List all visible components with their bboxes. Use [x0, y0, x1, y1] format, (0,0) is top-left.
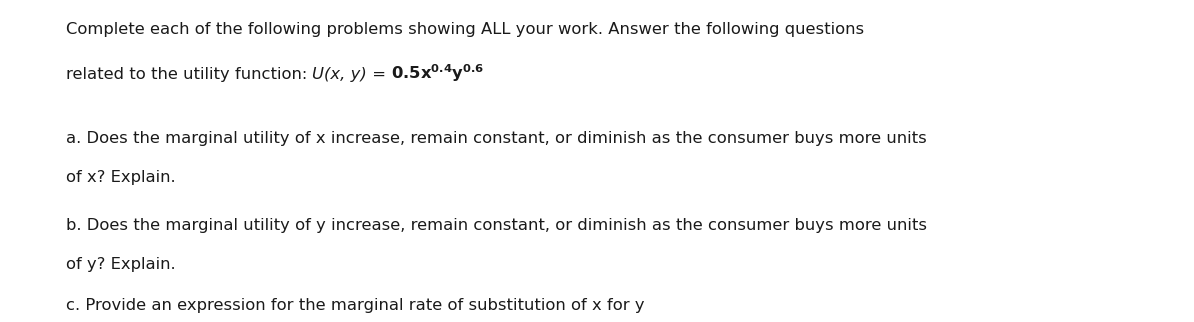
Text: $\mathbf{0.5x^{0.4}y^{0.6}}$: $\mathbf{0.5x^{0.4}y^{0.6}}$ [392, 62, 485, 84]
Text: U(x, y): U(x, y) [312, 67, 367, 82]
Text: of y? Explain.: of y? Explain. [66, 257, 176, 272]
Text: b. Does the marginal utility of y increase, remain constant, or diminish as the : b. Does the marginal utility of y increa… [66, 218, 927, 233]
Text: a. Does the marginal utility of x increase, remain constant, or diminish as the : a. Does the marginal utility of x increa… [66, 131, 927, 146]
Text: of x? Explain.: of x? Explain. [66, 170, 176, 185]
Text: c. Provide an expression for the marginal rate of substitution of x for y: c. Provide an expression for the margina… [66, 298, 645, 313]
Text: related to the utility function:: related to the utility function: [66, 67, 312, 82]
Text: =: = [367, 67, 392, 82]
Text: related to the utility function:: related to the utility function: [66, 67, 312, 82]
Text: Complete each of the following problems showing ALL your work. Answer the follow: Complete each of the following problems … [66, 22, 863, 37]
